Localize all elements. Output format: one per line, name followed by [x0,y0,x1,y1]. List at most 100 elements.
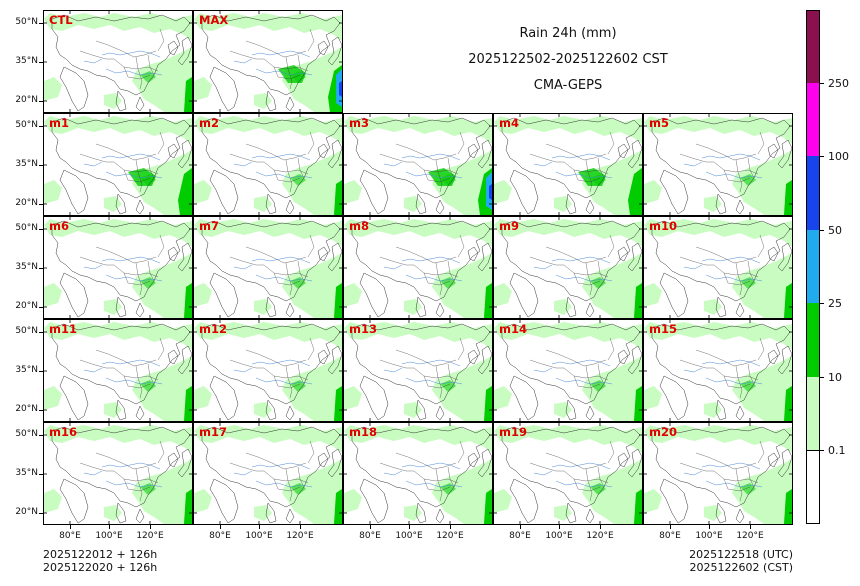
map-graphic [344,114,492,215]
map-panel-m5: m5 [643,113,793,216]
map-panel-m2: m2 [193,113,343,216]
map-panel-m14: m14 [493,319,643,422]
lat-tick-label: 35°N [15,159,38,169]
lon-tick [370,525,371,529]
lat-tick [39,474,43,475]
lon-tick [559,525,560,529]
panel-label: m7 [199,219,219,233]
panel-label: m18 [349,425,377,439]
map-graphic [194,217,342,318]
title-line-2: 2025122502-2025122602 CST [468,52,668,67]
lon-tick-label: 80°E [359,531,381,541]
map-graphic [644,423,792,524]
title-line-1: Rain 24h (mm) [519,26,617,41]
panel-label: m9 [499,219,519,233]
lon-tick-label: 100°E [695,531,723,541]
map-panel-m6: m6 [43,216,193,319]
colorbar-tick [820,230,824,231]
colorbar-label: 100 [828,150,849,163]
colorbar-tick [820,377,824,378]
map-graphic [494,114,642,215]
lat-tick [39,23,43,24]
panel-label: m4 [499,116,519,130]
lon-tick [450,525,451,529]
lon-tick-label: 80°E [509,531,531,541]
map-graphic [194,423,342,524]
panel-label: m17 [199,425,227,439]
map-panel-m20: m20 [643,422,793,525]
lon-tick [520,525,521,529]
map-panel-m17: m17 [193,422,343,525]
lat-tick [39,204,43,205]
panel-label: m2 [199,116,219,130]
panel-label: m13 [349,322,377,336]
colorbar-segment-purple [806,10,820,83]
map-panel-m1: m1 [43,113,193,216]
map-panel-m16: m16 [43,422,193,525]
lon-tick [300,525,301,529]
lat-tick [39,229,43,230]
lat-tick [39,332,43,333]
colorbar-tick [820,450,824,451]
lon-tick [409,525,410,529]
map-panel-m15: m15 [643,319,793,422]
lon-tick [109,525,110,529]
panel-label: m11 [49,322,77,336]
footer-right: 2025122518 (UTC) 2025122602 (CST) [679,548,793,574]
colorbar-tick [820,303,824,304]
lon-tick [709,525,710,529]
lat-tick-label: 35°N [15,365,38,375]
footer-left-line-2: 2025122020 + 126h [43,561,158,574]
lon-tick [750,525,751,529]
lat-tick [39,268,43,269]
panel-label: m5 [649,116,669,130]
map-graphic [194,114,342,215]
lon-tick [150,525,151,529]
colorbar-tick [820,156,824,157]
lat-tick [39,435,43,436]
colorbar-label: 250 [828,77,849,90]
lat-tick-label: 20°N [15,507,38,517]
lon-tick [70,525,71,529]
map-panel-m12: m12 [193,319,343,422]
lat-tick [39,126,43,127]
lat-tick-label: 50°N [15,223,38,233]
lat-tick-label: 50°N [15,429,38,439]
colorbar-segment-green [806,303,820,377]
lon-tick-label: 80°E [59,531,81,541]
map-graphic [644,217,792,318]
lon-tick-label: 80°E [209,531,231,541]
panel-label: m1 [49,116,69,130]
map-panel-m10: m10 [643,216,793,319]
lat-tick [39,371,43,372]
lon-tick-label: 100°E [395,531,423,541]
map-panel-m13: m13 [343,319,493,422]
map-panel-m19: m19 [493,422,643,525]
lon-tick-label: 120°E [136,531,164,541]
lat-tick-label: 50°N [15,326,38,336]
lat-tick-label: 20°N [15,198,38,208]
footer-left: 2025122012 + 126h 2025122020 + 126h [43,548,157,574]
lat-tick-label: 20°N [15,404,38,414]
colorbar-label: 50 [828,224,842,237]
map-graphic [494,320,642,421]
colorbar-segment-white [806,450,820,524]
map-graphic [194,11,342,112]
lon-tick-label: 120°E [736,531,764,541]
map-panel-m4: m4 [493,113,643,216]
colorbar-label: 10 [828,371,842,384]
lat-tick-label: 35°N [15,262,38,272]
lon-tick-label: 100°E [95,531,123,541]
lat-tick-label: 50°N [15,120,38,130]
lat-tick [39,101,43,102]
panel-label: m16 [49,425,77,439]
colorbar-segment-magenta [806,83,820,156]
map-graphic [644,320,792,421]
lon-tick [220,525,221,529]
map-panel-m18: m18 [343,422,493,525]
map-panel-m7: m7 [193,216,343,319]
panel-label: m3 [349,116,369,130]
lat-tick-label: 50°N [15,17,38,27]
lon-tick-label: 100°E [545,531,573,541]
panel-label: m19 [499,425,527,439]
